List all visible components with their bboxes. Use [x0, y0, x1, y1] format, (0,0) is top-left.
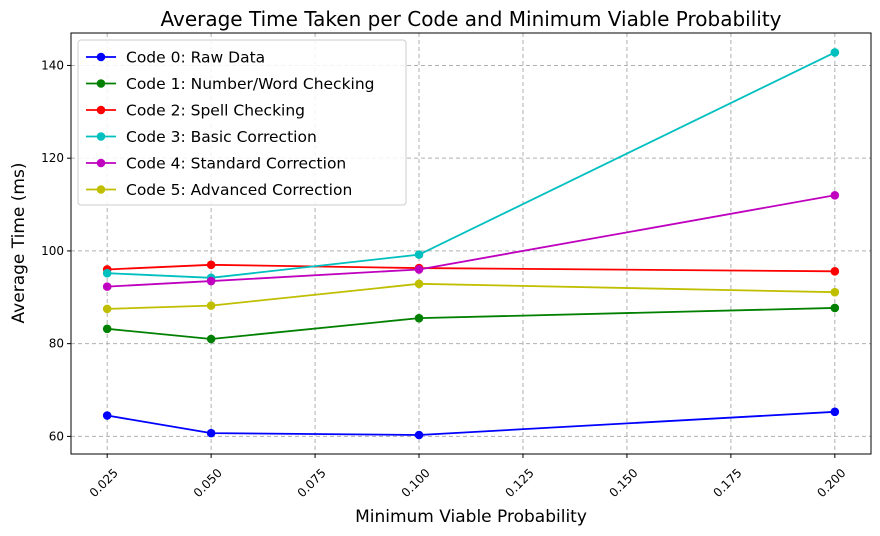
- x-tick-label: 0.200: [814, 466, 848, 500]
- data-point: [414, 279, 424, 289]
- legend-label: Code 0: Raw Data: [126, 49, 265, 67]
- legend-label: Code 4: Standard Correction: [126, 155, 346, 173]
- data-point: [414, 265, 424, 274]
- series-line: [107, 51, 836, 279]
- legend-label: Code 3: Basic Correction: [126, 128, 317, 146]
- data-point: [830, 303, 840, 313]
- x-tick-label: 0.075: [295, 466, 329, 500]
- data-point: [830, 190, 840, 200]
- y-tick-label: 100: [41, 244, 64, 258]
- data-point: [102, 282, 112, 291]
- x-tick-label: 0.125: [503, 466, 537, 500]
- legend-marker: [96, 52, 106, 62]
- y-tick-label: 140: [41, 58, 64, 72]
- data-point: [830, 407, 840, 417]
- y-tick-label: 60: [49, 429, 64, 443]
- legend: Code 0: Raw Data Code 1: Number/Word Chec…: [77, 39, 407, 206]
- x-axis-label: Minimum Viable Probability: [355, 507, 587, 527]
- y-axis: 60 80 100 120 140: [41, 58, 71, 443]
- y-axis-label: Average Time (ms): [9, 163, 29, 324]
- series-line: [107, 282, 835, 310]
- legend-marker: [96, 158, 106, 168]
- data-point: [206, 428, 216, 438]
- data-point: [206, 301, 216, 310]
- x-tick-label: 0.150: [606, 466, 640, 500]
- plot-frame: [70, 32, 872, 455]
- data-point: [414, 313, 424, 323]
- legend-label: Code 5: Advanced Correction: [126, 181, 352, 199]
- x-tick-label: 0.100: [399, 466, 433, 500]
- data-point: [414, 250, 424, 259]
- series-line: [107, 410, 835, 436]
- data-point: [830, 267, 840, 276]
- series-points: [102, 48, 840, 440]
- y-tick-label: 120: [41, 151, 64, 165]
- chart-title: Average Time Taken per Code and Minimum …: [160, 7, 781, 31]
- legend-marker: [96, 79, 106, 88]
- series-lines: [107, 51, 836, 436]
- data-point: [830, 287, 840, 297]
- x-tick-label: 0.175: [710, 466, 744, 500]
- legend-marker: [96, 105, 106, 115]
- data-point: [102, 268, 112, 278]
- series-line: [107, 263, 835, 273]
- data-point: [414, 430, 424, 440]
- data-point: [830, 48, 840, 57]
- x-tick-label: 0.050: [191, 466, 225, 500]
- y-tick-label: 80: [49, 337, 64, 351]
- data-point: [206, 276, 216, 286]
- x-axis: 0.025 0.050 0.075 0.100 0.125 0.150 0.175 0.200: [87, 454, 849, 500]
- data-point: [102, 324, 112, 334]
- data-point: [206, 260, 216, 270]
- legend-box: [77, 39, 407, 206]
- legend-marker: [96, 185, 106, 194]
- data-point: [102, 304, 112, 314]
- data-point: [102, 411, 112, 420]
- data-point: [206, 334, 216, 344]
- series-line: [107, 194, 835, 288]
- legend-label: Code 2: Spell Checking: [126, 102, 305, 120]
- series-line: [107, 307, 835, 340]
- x-tick-label: 0.025: [87, 466, 121, 500]
- legend-marker: [96, 132, 106, 141]
- legend-label: Code 1: Number/Word Checking: [126, 75, 375, 93]
